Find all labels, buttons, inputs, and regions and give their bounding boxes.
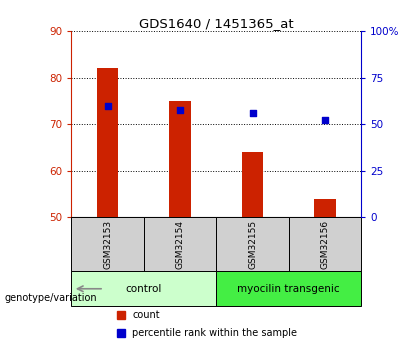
Bar xyxy=(216,217,289,271)
Text: control: control xyxy=(126,284,162,294)
Text: GSM32154: GSM32154 xyxy=(176,220,184,269)
Text: GSM32153: GSM32153 xyxy=(103,220,112,269)
Bar xyxy=(71,217,144,271)
Point xyxy=(104,103,111,108)
Text: genotype/variation: genotype/variation xyxy=(4,294,97,303)
Bar xyxy=(289,217,361,271)
Text: count: count xyxy=(132,310,160,320)
Text: percentile rank within the sample: percentile rank within the sample xyxy=(132,328,297,338)
Bar xyxy=(71,271,216,306)
Bar xyxy=(314,199,336,217)
Point xyxy=(177,108,184,113)
Point xyxy=(322,117,328,122)
Text: GSM32155: GSM32155 xyxy=(248,220,257,269)
Text: GSM32156: GSM32156 xyxy=(320,220,329,269)
Point xyxy=(249,110,256,115)
Bar xyxy=(97,68,118,217)
Text: myocilin transgenic: myocilin transgenic xyxy=(237,284,340,294)
Bar xyxy=(241,152,263,217)
Title: GDS1640 / 1451365_at: GDS1640 / 1451365_at xyxy=(139,17,294,30)
Bar xyxy=(169,101,191,217)
Bar xyxy=(216,271,361,306)
Bar xyxy=(144,217,216,271)
